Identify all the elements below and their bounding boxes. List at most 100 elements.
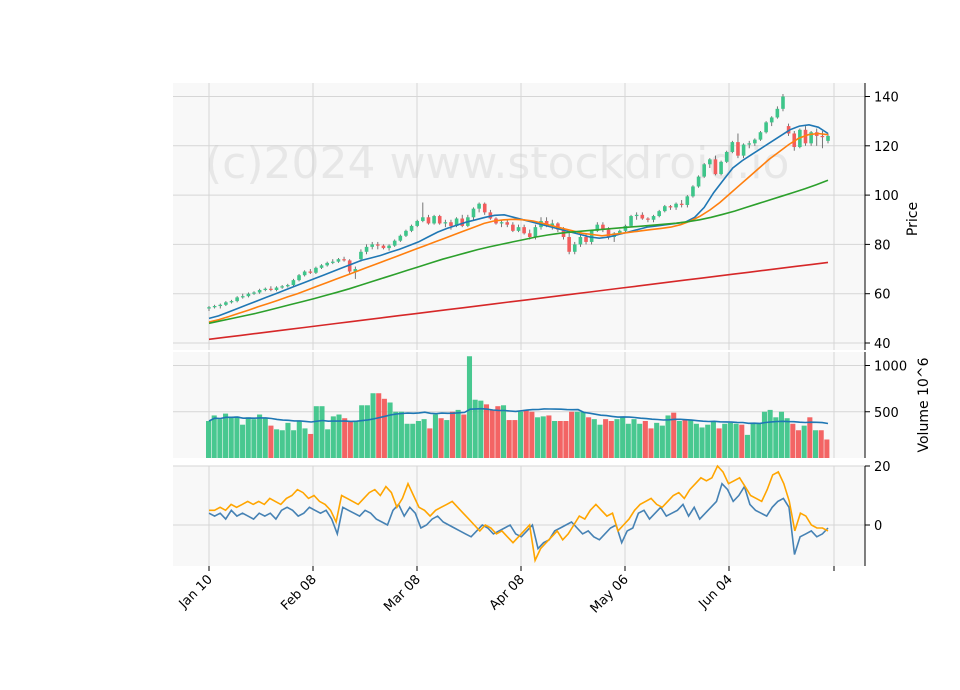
volume-bar bbox=[472, 399, 478, 458]
x-tick-label: May 06 bbox=[588, 572, 632, 616]
volume-bar bbox=[818, 430, 824, 458]
volume-bar bbox=[427, 428, 433, 458]
candle-body bbox=[257, 290, 262, 293]
candle-body bbox=[758, 132, 763, 140]
volume-tick-label: 1000 bbox=[874, 360, 907, 375]
candle-body bbox=[297, 275, 301, 281]
candle-body bbox=[606, 229, 611, 238]
volume-bar bbox=[637, 423, 643, 458]
volume-bar bbox=[421, 419, 427, 458]
volume-bar bbox=[495, 406, 501, 458]
volume-bar bbox=[608, 421, 614, 458]
candle-body bbox=[769, 117, 774, 123]
candle-body bbox=[809, 132, 813, 144]
candle-body bbox=[663, 206, 667, 212]
candle-body bbox=[640, 214, 645, 219]
volume-bar bbox=[319, 406, 325, 458]
candle-body bbox=[454, 218, 459, 226]
moving-average-line bbox=[208, 179, 829, 325]
volume-bar bbox=[336, 414, 342, 458]
candle-body bbox=[674, 203, 678, 208]
volume-bar bbox=[812, 430, 819, 458]
candle-body bbox=[409, 225, 414, 231]
candle-body bbox=[347, 260, 352, 272]
candle-body bbox=[370, 244, 374, 247]
volume-bar bbox=[614, 419, 620, 458]
volume-bar bbox=[750, 422, 756, 458]
oscillator-line bbox=[209, 464, 829, 564]
candle-body bbox=[364, 246, 369, 252]
oscillator-panel-bg bbox=[173, 466, 865, 566]
volume-bar bbox=[381, 398, 387, 458]
volume-bar bbox=[410, 423, 416, 458]
price-tick-label: 140 bbox=[874, 91, 899, 106]
x-tick-label: Jan 10 bbox=[176, 572, 216, 612]
volume-bar bbox=[722, 423, 728, 458]
volume-bar bbox=[251, 419, 257, 458]
oscillator-line bbox=[208, 482, 829, 555]
candle-body bbox=[741, 144, 746, 156]
volume-bar bbox=[523, 409, 529, 458]
volume-bar bbox=[211, 415, 217, 458]
volume-bar bbox=[217, 419, 223, 458]
volume-bar bbox=[591, 419, 597, 458]
volume-bar bbox=[285, 422, 291, 458]
price-tick-label: 80 bbox=[874, 238, 891, 253]
candle-body bbox=[302, 271, 307, 276]
volume-bar bbox=[274, 429, 280, 458]
candle-body bbox=[381, 245, 386, 249]
volume-bar bbox=[705, 424, 711, 458]
volume-bar bbox=[597, 424, 603, 458]
volume-bar bbox=[795, 430, 802, 458]
volume-bar bbox=[404, 423, 410, 458]
price-tick-label: 40 bbox=[874, 337, 891, 352]
candle-body bbox=[246, 293, 251, 297]
candle-body bbox=[668, 206, 673, 208]
candle-body bbox=[218, 304, 223, 307]
candle-body bbox=[477, 203, 481, 209]
candle-body bbox=[404, 230, 408, 236]
moving-average-line bbox=[208, 261, 829, 341]
volume-bar bbox=[370, 393, 376, 458]
volume-bar bbox=[648, 428, 654, 458]
volume-bar bbox=[506, 420, 512, 458]
volume-bar bbox=[625, 423, 631, 458]
candle-body bbox=[285, 285, 290, 287]
candle-body bbox=[353, 269, 358, 272]
candle-body bbox=[511, 224, 515, 231]
volume-bar bbox=[325, 429, 331, 458]
volume-tick-label: 500 bbox=[874, 406, 899, 421]
candle-body bbox=[421, 217, 425, 221]
volume-bar bbox=[744, 434, 750, 458]
candle-body bbox=[713, 159, 718, 175]
volume-bar bbox=[308, 433, 314, 458]
volume-bar bbox=[654, 422, 660, 458]
volume-bar bbox=[257, 414, 263, 458]
candle-body bbox=[331, 261, 335, 263]
candle-body bbox=[736, 142, 740, 156]
candle-body bbox=[708, 159, 712, 165]
candle-body bbox=[584, 237, 588, 242]
candle-body bbox=[432, 216, 436, 224]
volume-bar bbox=[807, 417, 813, 458]
candle-body bbox=[657, 211, 661, 217]
volume-bar bbox=[659, 425, 665, 458]
candle-body bbox=[747, 143, 752, 145]
candle-body bbox=[274, 287, 279, 291]
moving-average-line bbox=[208, 132, 829, 323]
candle-body bbox=[533, 227, 538, 238]
candle-body bbox=[376, 244, 380, 246]
candle-body bbox=[595, 224, 600, 231]
candle-body bbox=[730, 142, 735, 152]
volume-bar bbox=[387, 402, 393, 458]
volume-bar bbox=[529, 411, 535, 458]
volume-bar bbox=[359, 405, 365, 458]
candle-body bbox=[291, 280, 296, 286]
volume-bar bbox=[699, 427, 705, 458]
volume-bar bbox=[268, 425, 274, 458]
price-panel-bg bbox=[173, 83, 865, 350]
candle-body bbox=[235, 297, 239, 302]
volume-bar bbox=[223, 413, 229, 458]
candle-body bbox=[212, 306, 217, 308]
volume-bar bbox=[761, 411, 767, 458]
